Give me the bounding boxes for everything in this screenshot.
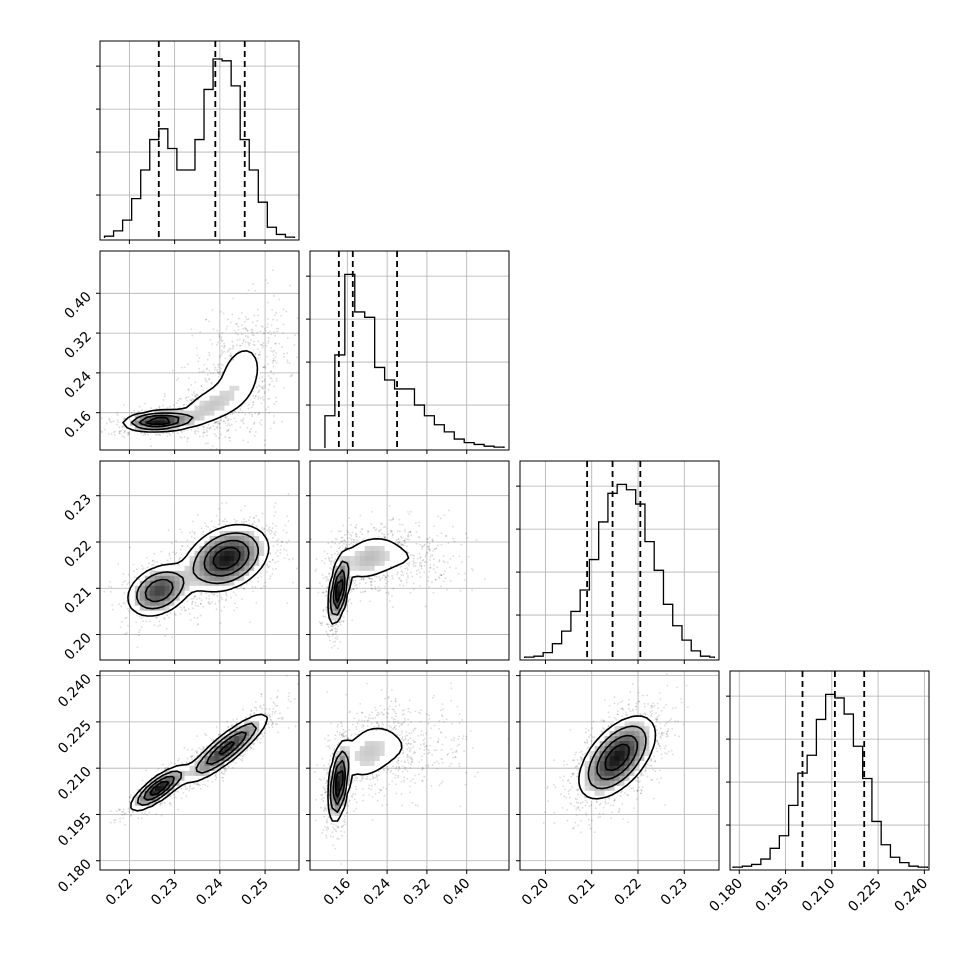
y-tick-label: 0.40 [61, 289, 94, 322]
panel-frame [729, 670, 930, 871]
scatter-points [100, 269, 299, 450]
x-tick-label: 0.23 [148, 876, 181, 909]
x-tick-label: 0.16 [321, 875, 354, 908]
histogram-panel-3: 0.180 0.195 0.210 0.225 0.240 [706, 670, 932, 916]
histogram-step-line [523, 483, 716, 658]
y-tick-label: 0.21 [61, 584, 94, 617]
panel-frame [309, 250, 510, 451]
x-tick-label: 0.32 [400, 876, 433, 909]
contour-lines [327, 538, 410, 625]
contour-lines [122, 350, 259, 433]
contour-lines [130, 713, 269, 812]
panel-frame [99, 40, 300, 241]
x-tick-label: 0.24 [193, 875, 226, 908]
scatter-panel-3-1: 0.16 0.24 0.32 0.40 [306, 670, 510, 909]
scatter-panel-2-0: 0.20 0.21 0.22 0.23 [61, 460, 300, 664]
x-tick-label: 0.25 [239, 876, 272, 909]
scatter-panel-3-2: 0.20 0.21 0.22 0.23 [516, 670, 720, 909]
panel-frame [99, 460, 300, 661]
scatter-panel-3-0: 0.180 0.195 0.210 0.225 0.240 0.22 0.23 0.24 0.2… [55, 670, 300, 909]
y-tick-label: 0.20 [61, 630, 94, 663]
y-tick-label: 0.195 [55, 810, 95, 850]
x-tick-label: 0.23 [658, 876, 691, 909]
x-tick-label: 0.40 [440, 876, 473, 909]
contour-lines [578, 715, 657, 800]
panel-frame [99, 670, 300, 871]
scatter-panel-2-1 [306, 460, 510, 664]
panel-frame [519, 460, 720, 661]
histogram-panel-1 [306, 250, 510, 454]
contour-lines [327, 727, 403, 822]
x-tick-label: 0.210 [799, 876, 839, 916]
x-tick-label: 0.24 [361, 875, 394, 908]
y-tick-label: 0.240 [55, 671, 95, 711]
x-tick-label: 0.22 [611, 876, 644, 909]
histogram-panel-2 [516, 460, 720, 664]
panel-frame [309, 670, 510, 871]
panel-frame [99, 250, 300, 451]
y-tick-label: 0.22 [61, 538, 94, 571]
y-tick-label: 0.23 [61, 491, 94, 524]
x-tick-label: 0.195 [753, 876, 793, 916]
x-tick-label: 0.180 [706, 876, 746, 916]
x-tick-label: 0.22 [103, 876, 136, 909]
x-tick-label: 0.21 [565, 876, 598, 909]
y-tick-label: 0.24 [61, 368, 94, 401]
histogram-panel-0 [96, 40, 300, 244]
x-tick-label: 0.225 [845, 876, 885, 916]
panel-frame [309, 460, 510, 661]
x-tick-label: 0.20 [519, 876, 552, 909]
scatter-points [310, 505, 486, 650]
y-tick-label: 0.225 [55, 717, 95, 757]
y-tick-label: 0.32 [61, 329, 94, 362]
y-tick-label: 0.180 [55, 856, 95, 896]
contour-lines [127, 523, 270, 617]
y-tick-label: 0.210 [55, 764, 95, 804]
density-map [579, 715, 655, 801]
y-tick-label: 0.16 [61, 408, 94, 441]
histogram-step-line [324, 273, 505, 448]
panel-frame [519, 670, 720, 871]
scatter-panel-1-0: 0.16 0.24 0.32 0.40 [61, 250, 300, 454]
histogram-step-line [103, 58, 296, 238]
histogram-step-line [732, 693, 929, 868]
x-tick-label: 0.240 [892, 876, 932, 916]
